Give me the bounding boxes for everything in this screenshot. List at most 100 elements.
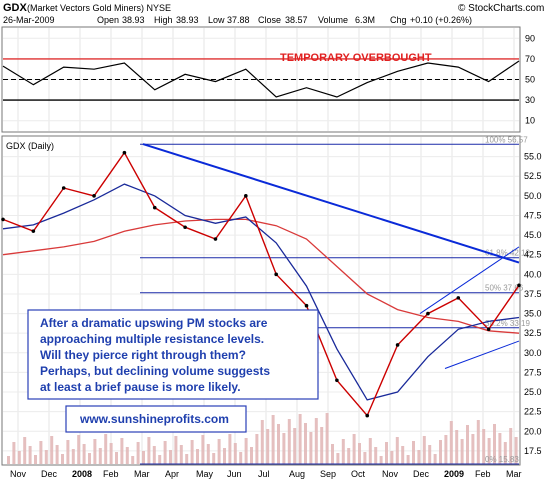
rsi-tick-label: 30 (525, 95, 535, 105)
month-label: Feb (103, 469, 119, 479)
rsi-line (2, 60, 520, 98)
volume-bar (169, 450, 172, 464)
month-label: 2008 (72, 469, 92, 479)
link-box[interactable]: www.sunshineprofits.com (65, 405, 247, 433)
month-label: Nov (10, 469, 27, 479)
volume-bar (147, 437, 151, 464)
price-tick-label: 20.0 (524, 426, 542, 436)
volume-bar (482, 429, 486, 464)
fibonacci-label: 50% 37.66 (485, 284, 524, 293)
volume-bar (287, 419, 291, 464)
volume-bar (460, 439, 464, 464)
high-value: 38.93 (176, 15, 199, 25)
volume-bar (93, 439, 97, 464)
volume-bar (233, 443, 237, 464)
open-label: Open (97, 15, 119, 25)
volume-bar (223, 448, 226, 464)
price-point (335, 378, 339, 383)
price-point (1, 217, 5, 222)
low-value: 37.88 (227, 15, 250, 25)
annotation-line-4: Perhaps, but declining volume suggests (40, 364, 270, 378)
volume-bar (136, 442, 140, 464)
price-tick-label: 45.0 (524, 230, 542, 240)
downtrend-line (142, 143, 520, 264)
ma-long-line (2, 218, 520, 334)
volume-bar (309, 432, 313, 464)
annotation-box: After a dramatic upswing PM stocks are a… (27, 309, 319, 400)
volume-bar (120, 438, 124, 464)
price-tick-label: 47.5 (524, 210, 542, 220)
price-tick-label: 35.0 (524, 309, 542, 319)
volume-bar (152, 446, 156, 464)
price-point (61, 186, 66, 190)
volume-bar (125, 447, 129, 464)
volume-bar (514, 437, 518, 464)
price-point (274, 272, 278, 277)
quote-line: Open 38.93 High 38.93 Low 37.88 Close 38… (97, 15, 472, 25)
month-label: May (196, 469, 214, 479)
ma-short-line (2, 183, 520, 401)
volume-bar (28, 446, 32, 464)
volume-bar (466, 425, 469, 464)
stockcharts-watermark[interactable]: © StockCharts.com (458, 3, 544, 14)
rsi-layer (2, 58, 520, 101)
volume-bar (115, 452, 118, 464)
volume-bar (17, 451, 21, 464)
volume-bar (23, 437, 27, 464)
volume-bar (395, 437, 399, 464)
month-label: Nov (382, 469, 399, 479)
symbol-name: (Market Vectors Gold Miners) NYSE (27, 3, 171, 13)
open-value: 38.93 (122, 15, 145, 25)
volume-bar (66, 440, 70, 464)
volume-bar (190, 440, 194, 464)
volume-bar (476, 420, 480, 464)
rsi-tick-label: 50 (525, 75, 535, 85)
price-point (304, 303, 309, 308)
volume-bar (163, 441, 167, 464)
price-point (517, 283, 521, 288)
volume-bar (77, 435, 81, 464)
volume-bar (412, 441, 415, 464)
price-tick-label: 42.5 (524, 250, 542, 260)
symbol: GDX (3, 2, 28, 14)
price-point (486, 327, 491, 332)
price-tick-label: 17.5 (524, 446, 542, 456)
volume-bar (417, 450, 421, 464)
volume-bar (12, 442, 16, 464)
volume-bar (34, 455, 37, 464)
volume-bar (390, 451, 394, 464)
chg-label: Chg (390, 15, 407, 25)
month-label: Dec (413, 469, 430, 479)
volume-bar (244, 438, 248, 464)
axes-layer: Nov Dec 2008 Feb Mar Apr May Jun Jul Aug Sep Oct Nov… (10, 33, 542, 479)
volume-bar (433, 454, 437, 464)
low-label: Low (208, 15, 225, 25)
price-tick-label: 22.5 (524, 407, 542, 417)
volume-bar (314, 418, 318, 464)
price-tick-label: 55.0 (524, 152, 542, 162)
volume-bar (358, 443, 361, 464)
rsi-tick-label: 70 (525, 54, 535, 64)
volume-bar (196, 449, 199, 464)
annotation-line-3: Will they pierce right through them? (40, 348, 246, 362)
volume-bar (271, 415, 275, 464)
volume-bar (55, 445, 59, 464)
price-panel-title: GDX (Daily) (6, 141, 54, 151)
month-label: Aug (289, 469, 305, 479)
volume-bar (341, 439, 345, 464)
volume-bar (363, 452, 367, 464)
volume-bar (320, 427, 324, 464)
volume-bar (304, 423, 307, 464)
volume-bar (104, 434, 108, 464)
volume-bar (487, 438, 491, 464)
volume-bar (109, 443, 113, 464)
volume-bar (444, 435, 448, 464)
volume-bar (352, 434, 356, 464)
overbought-label: TEMPORARY OVERBOUGHT (280, 52, 432, 64)
price-tick-label: 30.0 (524, 348, 542, 358)
volume-bar (50, 436, 54, 464)
volume-bar (385, 442, 388, 464)
chg-value: +0.10 (+0.26%) (410, 15, 472, 25)
volume-bar (260, 420, 264, 464)
